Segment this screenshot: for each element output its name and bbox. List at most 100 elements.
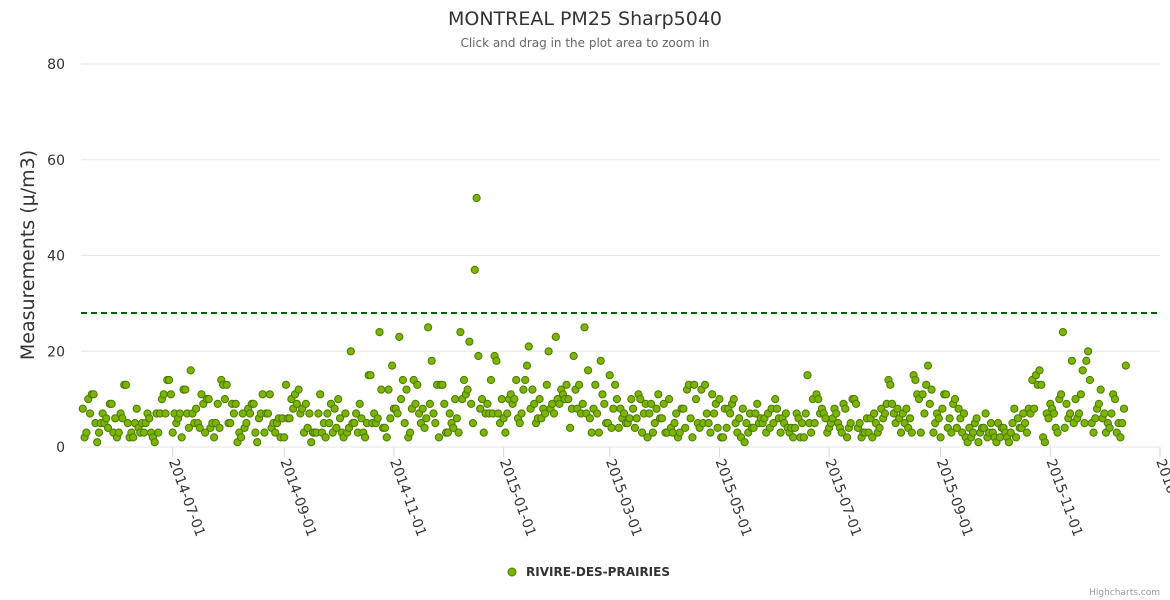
- data-point[interactable]: [907, 428, 916, 437]
- data-point[interactable]: [431, 419, 440, 428]
- series-points[interactable]: [78, 193, 1130, 447]
- data-point[interactable]: [406, 428, 415, 437]
- data-point[interactable]: [393, 409, 402, 418]
- data-point[interactable]: [575, 380, 584, 389]
- data-point[interactable]: [479, 428, 488, 437]
- data-point[interactable]: [950, 395, 960, 404]
- data-point[interactable]: [1076, 390, 1086, 399]
- data-point[interactable]: [468, 419, 478, 428]
- data-point[interactable]: [803, 371, 812, 380]
- data-point[interactable]: [281, 380, 291, 389]
- data-point[interactable]: [107, 399, 116, 408]
- data-point[interactable]: [118, 414, 127, 423]
- data-point[interactable]: [555, 399, 564, 408]
- data-point[interactable]: [751, 409, 760, 418]
- data-point[interactable]: [799, 433, 809, 442]
- data-point[interactable]: [451, 395, 460, 404]
- data-point[interactable]: [927, 385, 936, 394]
- data-point[interactable]: [638, 428, 647, 437]
- data-point[interactable]: [654, 390, 663, 399]
- data-point[interactable]: [213, 399, 222, 408]
- data-point[interactable]: [1118, 419, 1127, 428]
- data-point[interactable]: [265, 390, 274, 399]
- data-point[interactable]: [564, 395, 573, 404]
- data-point[interactable]: [772, 404, 782, 413]
- data-point[interactable]: [670, 419, 679, 428]
- data-point[interactable]: [501, 428, 510, 437]
- data-point[interactable]: [222, 380, 231, 389]
- data-point[interactable]: [1075, 409, 1084, 418]
- data-point[interactable]: [715, 395, 724, 404]
- data-point[interactable]: [941, 390, 951, 399]
- data-point[interactable]: [258, 390, 267, 399]
- data-point[interactable]: [420, 423, 429, 432]
- data-point[interactable]: [923, 361, 933, 370]
- data-point[interactable]: [605, 371, 614, 380]
- data-point[interactable]: [870, 409, 879, 418]
- data-point[interactable]: [139, 428, 148, 437]
- data-point[interactable]: [177, 433, 186, 442]
- data-point[interactable]: [920, 409, 929, 418]
- data-point[interactable]: [382, 433, 391, 442]
- data-point[interactable]: [427, 356, 436, 365]
- data-point[interactable]: [893, 404, 902, 413]
- data-point[interactable]: [321, 433, 330, 442]
- data-point[interactable]: [440, 399, 449, 408]
- data-point[interactable]: [569, 351, 578, 361]
- data-point[interactable]: [972, 414, 981, 423]
- data-point[interactable]: [366, 371, 375, 380]
- data-point[interactable]: [1067, 356, 1077, 365]
- data-point[interactable]: [271, 428, 280, 437]
- data-point[interactable]: [611, 380, 620, 389]
- data-point[interactable]: [467, 399, 476, 408]
- data-point[interactable]: [476, 404, 485, 413]
- data-point[interactable]: [161, 409, 170, 418]
- data-point[interactable]: [632, 414, 641, 423]
- data-point[interactable]: [810, 419, 819, 428]
- data-point[interactable]: [922, 380, 931, 389]
- data-point[interactable]: [1004, 438, 1014, 447]
- data-point[interactable]: [596, 356, 605, 365]
- data-point[interactable]: [314, 409, 323, 418]
- data-point[interactable]: [285, 414, 294, 423]
- data-point[interactable]: [307, 438, 316, 447]
- data-point[interactable]: [301, 399, 310, 408]
- data-point[interactable]: [82, 428, 91, 437]
- data-point[interactable]: [210, 433, 219, 442]
- data-point[interactable]: [954, 404, 963, 413]
- data-point[interactable]: [968, 428, 978, 437]
- data-point[interactable]: [1037, 380, 1046, 389]
- data-point[interactable]: [424, 323, 433, 332]
- data-point[interactable]: [1091, 414, 1100, 423]
- data-point[interactable]: [154, 428, 163, 437]
- data-point[interactable]: [911, 375, 920, 385]
- data-point[interactable]: [625, 414, 634, 423]
- data-point[interactable]: [260, 428, 269, 437]
- data-point[interactable]: [645, 409, 654, 418]
- data-point[interactable]: [355, 399, 364, 408]
- data-point[interactable]: [445, 409, 454, 418]
- data-point[interactable]: [636, 395, 645, 404]
- data-point[interactable]: [609, 404, 618, 413]
- data-point[interactable]: [945, 414, 954, 423]
- data-point[interactable]: [373, 414, 382, 423]
- data-point[interactable]: [325, 419, 334, 428]
- data-point[interactable]: [790, 423, 800, 432]
- data-point[interactable]: [585, 414, 595, 423]
- data-point[interactable]: [425, 399, 434, 408]
- data-point[interactable]: [578, 399, 587, 408]
- data-point[interactable]: [341, 409, 350, 418]
- data-point[interactable]: [242, 419, 251, 428]
- data-point[interactable]: [438, 380, 447, 389]
- data-point[interactable]: [1040, 438, 1050, 447]
- data-point[interactable]: [814, 395, 823, 404]
- data-point[interactable]: [675, 428, 684, 437]
- data-point[interactable]: [1078, 366, 1087, 375]
- data-point[interactable]: [620, 409, 629, 418]
- data-point[interactable]: [123, 419, 132, 428]
- data-point[interactable]: [1089, 428, 1098, 437]
- data-point[interactable]: [1021, 419, 1030, 428]
- data-point[interactable]: [776, 428, 785, 437]
- credits-link[interactable]: Highcharts.com: [1089, 588, 1160, 598]
- data-point[interactable]: [700, 380, 710, 389]
